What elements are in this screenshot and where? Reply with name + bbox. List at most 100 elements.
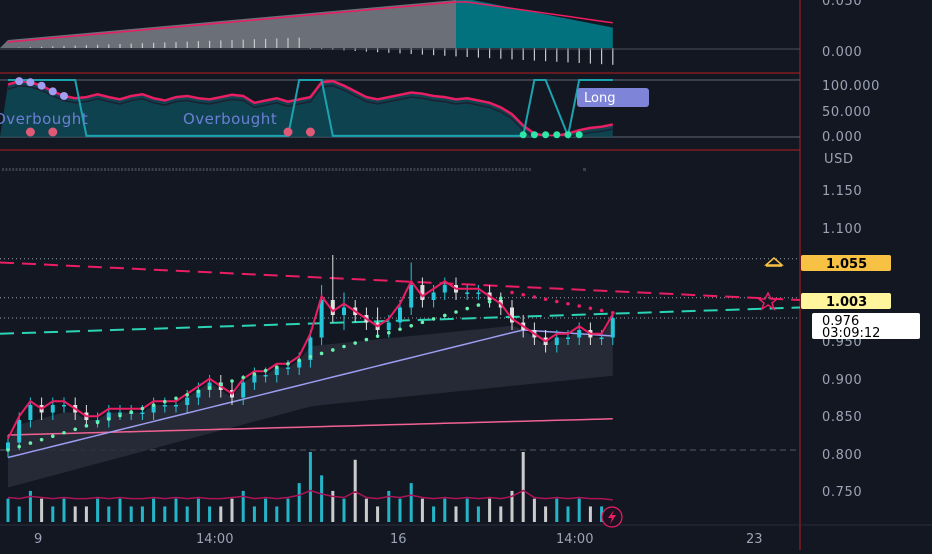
- signal-dot: [243, 168, 246, 171]
- volume-bar: [96, 498, 100, 522]
- lightning-icon[interactable]: [601, 506, 623, 528]
- signal-dot: [90, 168, 93, 171]
- volume-bar: [342, 498, 346, 522]
- candle-body: [308, 337, 313, 360]
- trailing-stop-dot: [543, 297, 548, 302]
- trailing-stop-dot: [398, 327, 402, 332]
- trailing-stop-dot: [151, 403, 156, 407]
- histogram-area-teal: [456, 0, 613, 48]
- volume-bar: [566, 506, 570, 522]
- overbought-dot: [26, 78, 35, 87]
- candle-body: [431, 292, 436, 300]
- signal-dot: [151, 168, 154, 171]
- price-pane[interactable]: [0, 255, 801, 488]
- time-tick: 14:00: [196, 532, 233, 547]
- signal-dot: [352, 168, 355, 171]
- signal-dot: [376, 168, 378, 171]
- candle-body: [62, 405, 66, 407]
- volume-bar: [275, 506, 279, 522]
- volume-average-line: [7, 489, 613, 501]
- signal-dot: [25, 168, 28, 171]
- candle-body: [476, 292, 481, 294]
- volume-bar: [409, 483, 413, 522]
- tag-high-level[interactable]: 1.055: [801, 255, 891, 272]
- signal-dot: [144, 168, 147, 171]
- volume-bar: [219, 506, 223, 522]
- star-icon[interactable]: [756, 291, 780, 311]
- time-tick: 16: [390, 532, 407, 547]
- volume-bar: [320, 475, 324, 522]
- trailing-stop-dot: [611, 310, 615, 315]
- signal-dot: [83, 168, 86, 171]
- volume-bar: [174, 498, 178, 522]
- trailing-stop-dot: [353, 341, 358, 345]
- overbought-marker: [25, 127, 35, 137]
- long-signal-badge[interactable]: Long: [577, 88, 649, 107]
- candle-body: [577, 330, 582, 338]
- signal-dot: [457, 168, 460, 171]
- signal-dot: [481, 168, 484, 171]
- signal-dot: [2, 168, 4, 171]
- volume-bar: [62, 498, 66, 522]
- trailing-stop-dot: [163, 399, 167, 404]
- signal-dot: [297, 168, 300, 171]
- trailing-stop-dot: [107, 417, 111, 421]
- signal-dot: [263, 168, 266, 171]
- trailing-stop-dot: [207, 386, 212, 390]
- candle-body: [297, 360, 302, 368]
- time-axis[interactable]: 9 14:00 16 14:00 23: [34, 532, 763, 547]
- candle-body: [330, 300, 335, 315]
- trailing-stop-dot: [588, 306, 593, 311]
- osc-fill: [0, 81, 613, 137]
- tag-last-price[interactable]: 0.976 03:09:12: [812, 313, 920, 341]
- volume-bar: [241, 490, 245, 522]
- trailing-stop-dot: [51, 434, 55, 439]
- trailing-stop-dot: [375, 334, 380, 338]
- tag-mid-level[interactable]: 1.003: [801, 293, 891, 310]
- volume-bar: [432, 506, 436, 522]
- signal-dot: [430, 168, 433, 171]
- volume-bar: [364, 498, 368, 522]
- candle-body: [465, 292, 470, 294]
- percent-oscillator-pane[interactable]: [0, 77, 800, 140]
- overbought-dot: [37, 81, 46, 90]
- signal-dot: [63, 168, 66, 171]
- signal-dot: [49, 168, 52, 171]
- overbought-dot: [48, 87, 57, 96]
- signal-dot: [325, 168, 327, 171]
- signal-dot: [104, 168, 106, 171]
- volume-bar: [230, 498, 234, 522]
- signal-dot: [127, 168, 130, 171]
- signal-dot: [131, 168, 134, 171]
- signal-dot: [117, 168, 120, 171]
- volume-bar: [532, 498, 536, 522]
- volume-bar: [17, 506, 21, 522]
- signal-dot: [138, 168, 140, 171]
- signal-dot: [444, 168, 446, 171]
- volume-bar: [308, 452, 312, 522]
- signal-dot: [148, 168, 151, 171]
- time-tick: 23: [746, 532, 763, 547]
- trailing-stop-dot: [465, 306, 470, 311]
- signal-dot: [512, 168, 514, 171]
- trailing-stop-dot: [308, 355, 313, 359]
- signal-dot: [386, 168, 389, 171]
- signal-dot: [301, 168, 304, 171]
- trailing-stop-dot: [140, 406, 145, 411]
- candle-body: [386, 322, 391, 330]
- histogram-oscillator-pane[interactable]: [0, 0, 800, 65]
- signal-dot: [359, 168, 361, 171]
- candle-body: [174, 405, 178, 407]
- alert-bell-icon[interactable]: [764, 257, 784, 267]
- signal-dot: [80, 168, 83, 171]
- oversold-dot: [564, 131, 572, 139]
- price-axis[interactable]: 0.050 0.000 100.000 50.000 0.000 USD 1.1…: [822, 0, 880, 500]
- trailing-stop-dot: [297, 358, 302, 363]
- signal-dot: [260, 168, 263, 171]
- signal-dot: [15, 168, 18, 171]
- signal-dot: [206, 168, 208, 171]
- candle-body: [398, 307, 402, 323]
